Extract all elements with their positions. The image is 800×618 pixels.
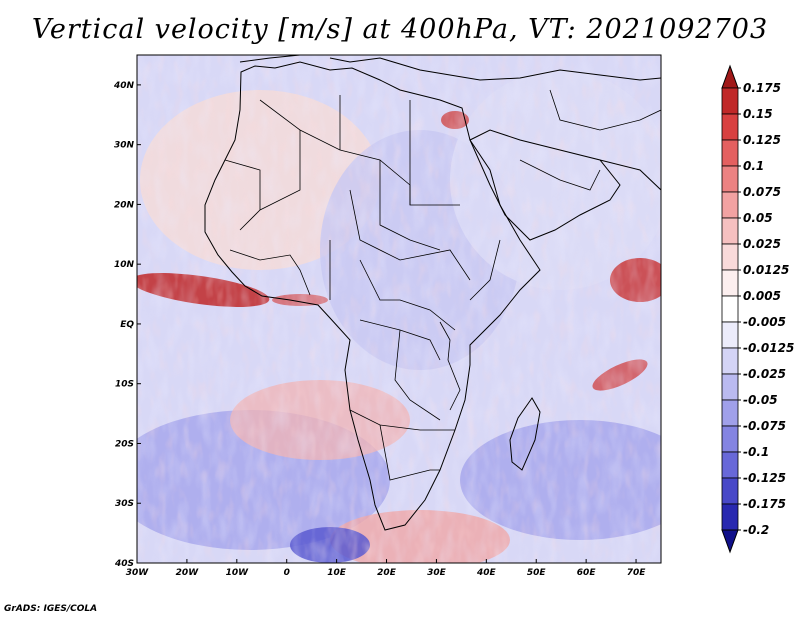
longitude-axis: 30W 20W 10W 0 10E 20E 30E 40E 50E 60E 70E bbox=[126, 559, 646, 578]
border-line bbox=[349, 189, 471, 281]
border-line bbox=[339, 95, 460, 206]
lon-tick-label: 10W bbox=[226, 568, 250, 578]
colorbar-box bbox=[721, 503, 739, 531]
credit-label: GrADS: IGES/COLA bbox=[4, 604, 98, 614]
lat-tick-label: 20S bbox=[115, 439, 134, 449]
colorbar-box bbox=[721, 165, 739, 193]
colorbar-label: -0.075 bbox=[743, 419, 786, 433]
colorbar-box bbox=[721, 451, 739, 479]
border-line bbox=[239, 130, 301, 231]
colorbar-label: 0.05 bbox=[743, 211, 773, 225]
madagascar-coastline bbox=[509, 397, 541, 471]
lat-tick-label: 40N bbox=[113, 81, 135, 91]
lon-tick-label: 20E bbox=[377, 568, 397, 578]
field-texture-red bbox=[137, 55, 661, 563]
colorbar-box bbox=[721, 399, 739, 427]
colorbar-box bbox=[721, 425, 739, 453]
border-line bbox=[349, 409, 455, 481]
plot-frame bbox=[136, 54, 662, 564]
colorbar-box bbox=[721, 477, 739, 505]
coastlines bbox=[204, 55, 661, 531]
border-line bbox=[229, 249, 311, 296]
africa-coastline bbox=[204, 61, 541, 531]
colorbar-label: -0.0125 bbox=[743, 341, 794, 355]
colorbar-box bbox=[721, 139, 739, 167]
colorbar-label: 0.15 bbox=[743, 107, 773, 121]
colorbar-label: 0.1 bbox=[743, 159, 764, 173]
colorbar-label: -0.025 bbox=[743, 367, 786, 381]
colorbar-label: -0.2 bbox=[743, 523, 769, 537]
velocity-field bbox=[137, 55, 661, 563]
colorbar-box bbox=[721, 269, 739, 297]
lat-tick-label: 20N bbox=[114, 200, 135, 210]
map-title: Vertical velocity [m/s] at 400hPa, VT: 2… bbox=[31, 14, 769, 45]
lat-tick-label: 30N bbox=[114, 141, 135, 151]
colorbar-label: 0.075 bbox=[743, 185, 781, 199]
lon-tick-label: 30E bbox=[427, 568, 447, 578]
border-line bbox=[379, 160, 441, 251]
colorbar-label: -0.05 bbox=[743, 393, 778, 407]
colorbar-label: -0.1 bbox=[743, 445, 769, 459]
colorbar-box bbox=[721, 373, 739, 401]
lon-tick-label: 10E bbox=[327, 568, 347, 578]
lon-tick-label: 0 bbox=[284, 568, 290, 578]
country-borders bbox=[224, 89, 661, 481]
colorbar-box bbox=[721, 87, 739, 115]
lat-tick-label: 40S bbox=[114, 559, 134, 569]
colorbar-box bbox=[721, 113, 739, 141]
lon-tick-label: 20W bbox=[176, 568, 200, 578]
colorbar-box bbox=[721, 347, 739, 375]
lon-tick-label: 40E bbox=[476, 568, 497, 578]
europe-coastline bbox=[239, 55, 661, 81]
colorbar-label: 0.0125 bbox=[743, 263, 789, 277]
lon-tick-label: 50E bbox=[527, 568, 547, 578]
colorbar-box bbox=[721, 295, 739, 323]
lon-tick-label: 30W bbox=[126, 568, 150, 578]
colorbar-label: 0.005 bbox=[743, 289, 781, 303]
lat-tick-label: 30S bbox=[115, 499, 134, 509]
colorbar-box bbox=[721, 217, 739, 245]
border-line bbox=[359, 319, 441, 421]
colorbar-label: 0.025 bbox=[743, 237, 781, 251]
colorbar-label: -0.125 bbox=[743, 471, 786, 485]
border-line bbox=[329, 240, 456, 331]
arabia-coastline bbox=[469, 129, 621, 241]
india-coastline bbox=[599, 159, 661, 191]
lat-tick-label: EQ bbox=[120, 320, 134, 330]
colorbar-max-triangle bbox=[721, 64, 739, 89]
lat-tick-label: 10N bbox=[114, 260, 135, 270]
lat-tick-label: 10S bbox=[115, 380, 134, 390]
lon-tick-label: 60E bbox=[577, 568, 597, 578]
colorbar-label: -0.005 bbox=[743, 315, 786, 329]
colorbar-label: 0.175 bbox=[743, 81, 781, 95]
colorbar-box bbox=[721, 243, 739, 271]
colorbar: 0.175 0.15 0.125 0.1 0.075 0.05 0.025 0.0125 0.0… bbox=[721, 64, 794, 554]
lon-tick-label: 70E bbox=[627, 568, 647, 578]
colorbar-box bbox=[721, 321, 739, 349]
colorbar-min-triangle bbox=[721, 529, 739, 554]
colorbar-label: -0.175 bbox=[743, 497, 786, 511]
border-line bbox=[439, 239, 501, 411]
colorbar-label: 0.125 bbox=[743, 133, 781, 147]
colorbar-box bbox=[721, 191, 739, 219]
latitude-axis: 40N 30N 20N 10N EQ 10S 20S 30S 40S bbox=[113, 81, 141, 569]
border-line bbox=[519, 89, 661, 191]
border-line bbox=[224, 159, 261, 210]
